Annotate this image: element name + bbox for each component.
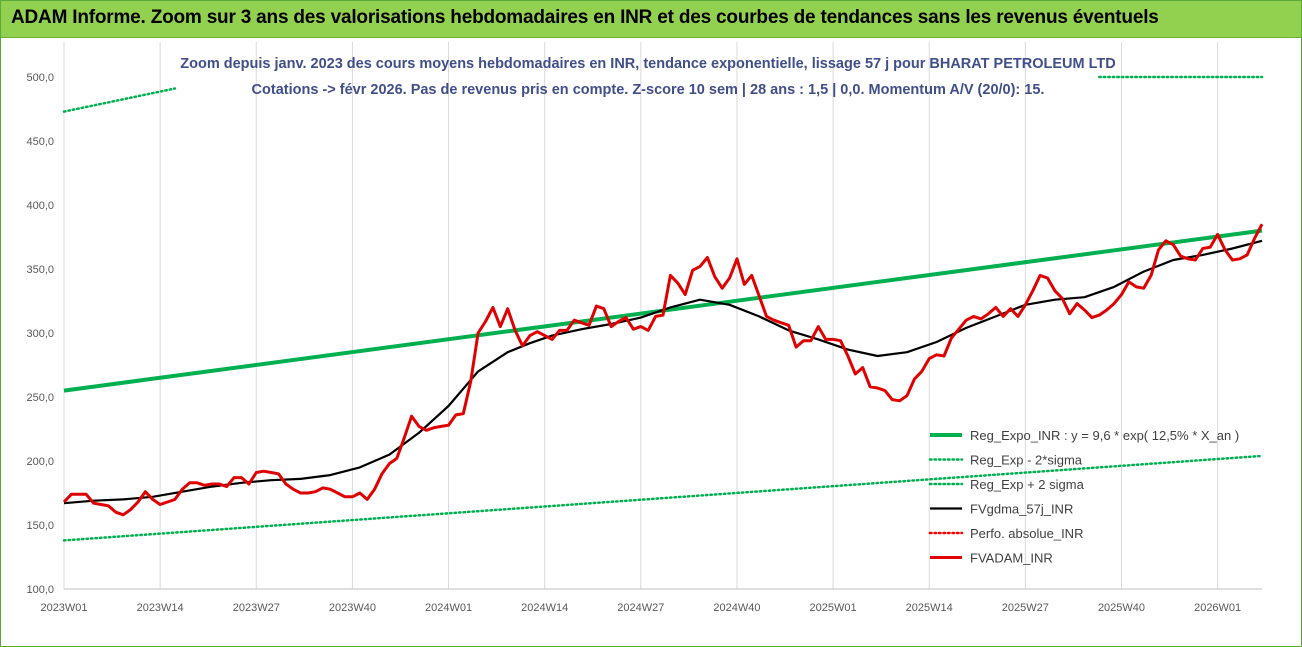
series-2-line-segment-0: [62, 87, 177, 113]
title-banner: ADAM Informe. Zoom sur 3 ans des valoris…: [1, 1, 1301, 38]
y-tick-label: 500,0: [26, 72, 54, 84]
y-tick-label: 250,0: [26, 392, 54, 404]
y-tick-label: 150,0: [26, 520, 54, 532]
x-tick-label: 2023W14: [137, 602, 184, 614]
legend-label: Perfo. absolue_INR: [970, 526, 1083, 541]
y-tick-label: 300,0: [26, 328, 54, 340]
x-tick-label: 2025W40: [1098, 602, 1145, 614]
x-tick-label: 2023W40: [329, 602, 376, 614]
y-tick-label: 400,0: [26, 200, 54, 212]
x-tick-label: 2025W27: [1002, 602, 1049, 614]
x-tick-label: 2024W01: [425, 602, 472, 614]
series-5-line: [62, 223, 1264, 517]
series-1-line: [62, 454, 1264, 542]
y-tick-label: 100,0: [26, 584, 54, 596]
x-tick-label: 2024W27: [617, 602, 664, 614]
chart-subtitle-line: Zoom depuis janv. 2023 des cours moyens …: [180, 56, 1115, 72]
x-tick-label: 2026W01: [1194, 602, 1241, 614]
x-tick-label: 2023W27: [233, 602, 280, 614]
x-tick-label: 2025W14: [906, 602, 953, 614]
legend-label: FVgdma_57j_INR: [970, 502, 1073, 517]
x-tick-label: 2024W14: [521, 602, 568, 614]
legend-label: FVADAM_INR: [970, 551, 1053, 566]
series-3-line: [63, 239, 1263, 505]
x-tick-label: 2024W40: [713, 602, 760, 614]
x-tick-label: 2025W01: [810, 602, 857, 614]
x-tick-label: 2023W01: [40, 602, 87, 614]
legend-label: Reg_Exp - 2*sigma: [970, 453, 1083, 468]
chart-subtitle-line: Cotations -> févr 2026. Pas de revenus p…: [252, 82, 1045, 98]
legend-label: Reg_Expo_INR : y = 9,6 * exp( 12,5% * X_…: [970, 428, 1239, 443]
y-tick-label: 450,0: [26, 136, 54, 148]
y-tick-label: 350,0: [26, 264, 54, 276]
legend-label: Reg_Exp + 2 sigma: [970, 477, 1085, 492]
banner-title: ADAM Informe. Zoom sur 3 ans des valoris…: [11, 7, 1159, 28]
y-tick-label: 200,0: [26, 456, 54, 468]
